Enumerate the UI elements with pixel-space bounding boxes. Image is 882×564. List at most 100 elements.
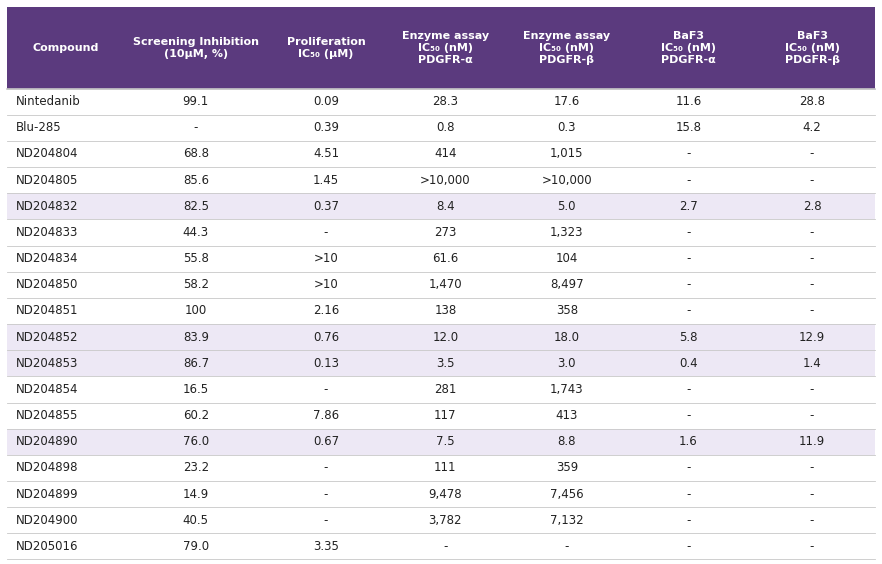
Text: ND204855: ND204855 xyxy=(16,409,78,422)
Text: 8.4: 8.4 xyxy=(436,200,454,213)
Text: 55.8: 55.8 xyxy=(183,252,209,265)
Text: 138: 138 xyxy=(434,305,457,318)
Text: 15.8: 15.8 xyxy=(676,121,701,134)
Text: 4.2: 4.2 xyxy=(803,121,821,134)
Text: ND204833: ND204833 xyxy=(16,226,78,239)
Text: BaF3
IC₅₀ (nM)
PDGFR-β: BaF3 IC₅₀ (nM) PDGFR-β xyxy=(784,30,840,65)
Text: 83.9: 83.9 xyxy=(183,331,209,343)
Bar xyxy=(7,481,875,507)
Text: 8,497: 8,497 xyxy=(550,278,584,291)
Text: 2.16: 2.16 xyxy=(313,305,340,318)
Text: 17.6: 17.6 xyxy=(554,95,580,108)
Text: 68.8: 68.8 xyxy=(183,147,209,161)
Text: -: - xyxy=(810,488,814,501)
Text: -: - xyxy=(810,540,814,553)
Text: -: - xyxy=(810,409,814,422)
Text: >10: >10 xyxy=(314,252,339,265)
Text: -: - xyxy=(324,226,328,239)
Text: 60.2: 60.2 xyxy=(183,409,209,422)
Text: 23.2: 23.2 xyxy=(183,461,209,474)
Text: 3.35: 3.35 xyxy=(313,540,339,553)
Text: 12.0: 12.0 xyxy=(432,331,459,343)
Text: 1.4: 1.4 xyxy=(803,357,821,370)
Bar xyxy=(7,298,875,324)
Text: 11.6: 11.6 xyxy=(676,95,701,108)
Text: ND204804: ND204804 xyxy=(16,147,78,161)
Text: -: - xyxy=(686,174,691,187)
Text: Enzyme assay
IC₅₀ (nM)
PDGFR-α: Enzyme assay IC₅₀ (nM) PDGFR-α xyxy=(402,30,489,65)
Text: 359: 359 xyxy=(556,461,578,474)
Text: 61.6: 61.6 xyxy=(432,252,459,265)
Text: -: - xyxy=(686,383,691,396)
Text: 40.5: 40.5 xyxy=(183,514,209,527)
Bar xyxy=(7,167,875,193)
Text: -: - xyxy=(564,540,569,553)
Text: 85.6: 85.6 xyxy=(183,174,209,187)
Text: 3.5: 3.5 xyxy=(436,357,454,370)
Text: -: - xyxy=(686,147,691,161)
Text: 0.8: 0.8 xyxy=(436,121,454,134)
Text: 414: 414 xyxy=(434,147,457,161)
Text: >10,000: >10,000 xyxy=(420,174,471,187)
Text: ND204898: ND204898 xyxy=(16,461,78,474)
Text: 2.7: 2.7 xyxy=(679,200,698,213)
Text: >10,000: >10,000 xyxy=(542,174,592,187)
Text: >10: >10 xyxy=(314,278,339,291)
Text: 358: 358 xyxy=(556,305,578,318)
Text: ND204852: ND204852 xyxy=(16,331,78,343)
Text: 86.7: 86.7 xyxy=(183,357,209,370)
Text: 0.09: 0.09 xyxy=(313,95,339,108)
Text: -: - xyxy=(324,488,328,501)
Text: Blu-285: Blu-285 xyxy=(16,121,62,134)
Text: 28.3: 28.3 xyxy=(432,95,459,108)
Text: -: - xyxy=(810,278,814,291)
Text: 0.39: 0.39 xyxy=(313,121,339,134)
Text: 14.9: 14.9 xyxy=(183,488,209,501)
Text: ND204850: ND204850 xyxy=(16,278,78,291)
Text: Compound: Compound xyxy=(33,43,99,52)
Bar xyxy=(7,403,875,429)
Text: -: - xyxy=(443,540,447,553)
Text: 1.6: 1.6 xyxy=(679,435,698,448)
Text: -: - xyxy=(810,514,814,527)
Text: -: - xyxy=(324,514,328,527)
Bar xyxy=(7,245,875,272)
Text: ND204834: ND204834 xyxy=(16,252,78,265)
Text: 1,470: 1,470 xyxy=(429,278,462,291)
Text: 7.5: 7.5 xyxy=(436,435,454,448)
Text: -: - xyxy=(686,252,691,265)
Text: Screening Inhibition
(10μM, %): Screening Inhibition (10μM, %) xyxy=(133,37,258,59)
Bar xyxy=(7,455,875,481)
Text: 413: 413 xyxy=(556,409,578,422)
Text: -: - xyxy=(324,461,328,474)
Text: 7.86: 7.86 xyxy=(313,409,339,422)
Text: -: - xyxy=(324,383,328,396)
Bar xyxy=(7,534,875,559)
Text: -: - xyxy=(810,305,814,318)
Text: -: - xyxy=(194,121,198,134)
Text: 2.8: 2.8 xyxy=(803,200,821,213)
Text: 9,478: 9,478 xyxy=(429,488,462,501)
Text: 79.0: 79.0 xyxy=(183,540,209,553)
Text: 0.4: 0.4 xyxy=(679,357,698,370)
Text: 5.8: 5.8 xyxy=(679,331,698,343)
Text: -: - xyxy=(810,252,814,265)
Text: ND204890: ND204890 xyxy=(16,435,78,448)
Bar xyxy=(7,324,875,350)
Text: -: - xyxy=(686,226,691,239)
Text: 7,132: 7,132 xyxy=(550,514,584,527)
Text: 100: 100 xyxy=(184,305,207,318)
Text: -: - xyxy=(686,409,691,422)
Bar xyxy=(7,350,875,376)
Text: Nintedanib: Nintedanib xyxy=(16,95,80,108)
Text: ND204832: ND204832 xyxy=(16,200,78,213)
Text: ND204899: ND204899 xyxy=(16,488,78,501)
Text: 58.2: 58.2 xyxy=(183,278,209,291)
Text: 5.0: 5.0 xyxy=(557,200,576,213)
Text: 82.5: 82.5 xyxy=(183,200,209,213)
Text: 44.3: 44.3 xyxy=(183,226,209,239)
Bar xyxy=(7,376,875,403)
Text: 3.0: 3.0 xyxy=(557,357,576,370)
Text: 117: 117 xyxy=(434,409,457,422)
Bar xyxy=(7,219,875,245)
